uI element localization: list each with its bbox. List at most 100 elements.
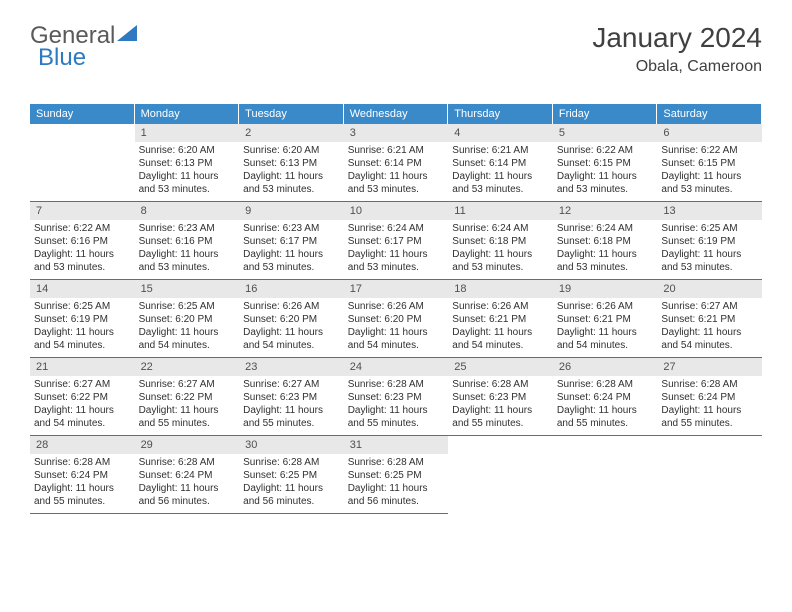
day-content: Sunrise: 6:24 AMSunset: 6:18 PMDaylight:… (553, 220, 658, 278)
day-cell-23: 23Sunrise: 6:27 AMSunset: 6:23 PMDayligh… (239, 358, 344, 436)
day-cell-10: 10Sunrise: 6:24 AMSunset: 6:17 PMDayligh… (344, 202, 449, 280)
day-content: Sunrise: 6:28 AMSunset: 6:24 PMDaylight:… (657, 376, 762, 434)
day-number: 27 (657, 358, 762, 376)
day-number: 12 (553, 202, 658, 220)
day-number: 26 (553, 358, 658, 376)
day-content: Sunrise: 6:20 AMSunset: 6:13 PMDaylight:… (239, 142, 344, 200)
month-title: January 2024 (592, 22, 762, 54)
logo-text-2: Blue (38, 44, 86, 71)
day-cell-30: 30Sunrise: 6:28 AMSunset: 6:25 PMDayligh… (239, 436, 344, 514)
day-content: Sunrise: 6:21 AMSunset: 6:14 PMDaylight:… (344, 142, 449, 200)
day-number: 18 (448, 280, 553, 298)
day-cell-14: 14Sunrise: 6:25 AMSunset: 6:19 PMDayligh… (30, 280, 135, 358)
logo-triangle-icon (117, 20, 137, 48)
day-cell-9: 9Sunrise: 6:23 AMSunset: 6:17 PMDaylight… (239, 202, 344, 280)
day-number: 29 (135, 436, 240, 454)
day-content: Sunrise: 6:23 AMSunset: 6:17 PMDaylight:… (239, 220, 344, 278)
day-cell-21: 21Sunrise: 6:27 AMSunset: 6:22 PMDayligh… (30, 358, 135, 436)
day-cell-24: 24Sunrise: 6:28 AMSunset: 6:23 PMDayligh… (344, 358, 449, 436)
day-cell-20: 20Sunrise: 6:27 AMSunset: 6:21 PMDayligh… (657, 280, 762, 358)
day-cell-11: 11Sunrise: 6:24 AMSunset: 6:18 PMDayligh… (448, 202, 553, 280)
day-number: 7 (30, 202, 135, 220)
day-header-tuesday: Tuesday (239, 104, 344, 124)
day-number: 11 (448, 202, 553, 220)
day-number: 16 (239, 280, 344, 298)
day-number: 15 (135, 280, 240, 298)
day-content: Sunrise: 6:20 AMSunset: 6:13 PMDaylight:… (135, 142, 240, 200)
day-content: Sunrise: 6:23 AMSunset: 6:16 PMDaylight:… (135, 220, 240, 278)
day-number: 20 (657, 280, 762, 298)
day-header-saturday: Saturday (657, 104, 762, 124)
header-right: January 2024 Obala, Cameroon (592, 22, 762, 78)
day-cell-13: 13Sunrise: 6:25 AMSunset: 6:19 PMDayligh… (657, 202, 762, 280)
day-content: Sunrise: 6:28 AMSunset: 6:24 PMDaylight:… (30, 454, 135, 512)
day-cell-2: 2Sunrise: 6:20 AMSunset: 6:13 PMDaylight… (239, 124, 344, 202)
day-content: Sunrise: 6:28 AMSunset: 6:24 PMDaylight:… (135, 454, 240, 512)
day-header-sunday: Sunday (30, 104, 135, 124)
day-cell-19: 19Sunrise: 6:26 AMSunset: 6:21 PMDayligh… (553, 280, 658, 358)
day-header-wednesday: Wednesday (344, 104, 449, 124)
day-content: Sunrise: 6:22 AMSunset: 6:15 PMDaylight:… (657, 142, 762, 200)
day-cell-18: 18Sunrise: 6:26 AMSunset: 6:21 PMDayligh… (448, 280, 553, 358)
day-content: Sunrise: 6:22 AMSunset: 6:15 PMDaylight:… (553, 142, 658, 200)
day-cell-15: 15Sunrise: 6:25 AMSunset: 6:20 PMDayligh… (135, 280, 240, 358)
day-number: 2 (239, 124, 344, 142)
day-cell-5: 5Sunrise: 6:22 AMSunset: 6:15 PMDaylight… (553, 124, 658, 202)
day-header-monday: Monday (135, 104, 240, 124)
day-content: Sunrise: 6:28 AMSunset: 6:25 PMDaylight:… (239, 454, 344, 512)
calendar-grid: SundayMondayTuesdayWednesdayThursdayFrid… (30, 104, 762, 514)
location: Obala, Cameroon (592, 58, 762, 76)
day-content: Sunrise: 6:26 AMSunset: 6:20 PMDaylight:… (344, 298, 449, 356)
day-cell-27: 27Sunrise: 6:28 AMSunset: 6:24 PMDayligh… (657, 358, 762, 436)
day-number: 4 (448, 124, 553, 142)
day-number: 21 (30, 358, 135, 376)
day-content: Sunrise: 6:28 AMSunset: 6:23 PMDaylight:… (448, 376, 553, 434)
day-cell-8: 8Sunrise: 6:23 AMSunset: 6:16 PMDaylight… (135, 202, 240, 280)
day-cell-12: 12Sunrise: 6:24 AMSunset: 6:18 PMDayligh… (553, 202, 658, 280)
day-content: Sunrise: 6:25 AMSunset: 6:19 PMDaylight:… (657, 220, 762, 278)
day-content: Sunrise: 6:27 AMSunset: 6:21 PMDaylight:… (657, 298, 762, 356)
day-content: Sunrise: 6:21 AMSunset: 6:14 PMDaylight:… (448, 142, 553, 200)
day-cell-6: 6Sunrise: 6:22 AMSunset: 6:15 PMDaylight… (657, 124, 762, 202)
day-number: 19 (553, 280, 658, 298)
day-content: Sunrise: 6:26 AMSunset: 6:21 PMDaylight:… (553, 298, 658, 356)
day-number: 9 (239, 202, 344, 220)
day-header-friday: Friday (553, 104, 658, 124)
day-content: Sunrise: 6:25 AMSunset: 6:20 PMDaylight:… (135, 298, 240, 356)
day-content: Sunrise: 6:26 AMSunset: 6:20 PMDaylight:… (239, 298, 344, 356)
day-number: 31 (344, 436, 449, 454)
day-number: 28 (30, 436, 135, 454)
day-number: 3 (344, 124, 449, 142)
logo-text-2-wrap: Blue (38, 44, 86, 72)
day-content: Sunrise: 6:28 AMSunset: 6:23 PMDaylight:… (344, 376, 449, 434)
day-cell-26: 26Sunrise: 6:28 AMSunset: 6:24 PMDayligh… (553, 358, 658, 436)
day-cell-28: 28Sunrise: 6:28 AMSunset: 6:24 PMDayligh… (30, 436, 135, 514)
day-number: 25 (448, 358, 553, 376)
day-header-thursday: Thursday (448, 104, 553, 124)
day-number: 17 (344, 280, 449, 298)
day-cell-4: 4Sunrise: 6:21 AMSunset: 6:14 PMDaylight… (448, 124, 553, 202)
day-cell-7: 7Sunrise: 6:22 AMSunset: 6:16 PMDaylight… (30, 202, 135, 280)
day-number: 14 (30, 280, 135, 298)
blank-cell (448, 436, 553, 514)
day-content: Sunrise: 6:27 AMSunset: 6:23 PMDaylight:… (239, 376, 344, 434)
day-cell-17: 17Sunrise: 6:26 AMSunset: 6:20 PMDayligh… (344, 280, 449, 358)
day-content: Sunrise: 6:24 AMSunset: 6:18 PMDaylight:… (448, 220, 553, 278)
day-cell-3: 3Sunrise: 6:21 AMSunset: 6:14 PMDaylight… (344, 124, 449, 202)
day-content: Sunrise: 6:27 AMSunset: 6:22 PMDaylight:… (30, 376, 135, 434)
day-number: 8 (135, 202, 240, 220)
day-cell-29: 29Sunrise: 6:28 AMSunset: 6:24 PMDayligh… (135, 436, 240, 514)
day-content: Sunrise: 6:24 AMSunset: 6:17 PMDaylight:… (344, 220, 449, 278)
day-number: 6 (657, 124, 762, 142)
day-number: 23 (239, 358, 344, 376)
day-number: 5 (553, 124, 658, 142)
day-content: Sunrise: 6:28 AMSunset: 6:24 PMDaylight:… (553, 376, 658, 434)
day-content: Sunrise: 6:26 AMSunset: 6:21 PMDaylight:… (448, 298, 553, 356)
day-number: 1 (135, 124, 240, 142)
day-number: 24 (344, 358, 449, 376)
day-number: 10 (344, 202, 449, 220)
day-number: 22 (135, 358, 240, 376)
day-content: Sunrise: 6:22 AMSunset: 6:16 PMDaylight:… (30, 220, 135, 278)
day-content: Sunrise: 6:27 AMSunset: 6:22 PMDaylight:… (135, 376, 240, 434)
day-cell-16: 16Sunrise: 6:26 AMSunset: 6:20 PMDayligh… (239, 280, 344, 358)
